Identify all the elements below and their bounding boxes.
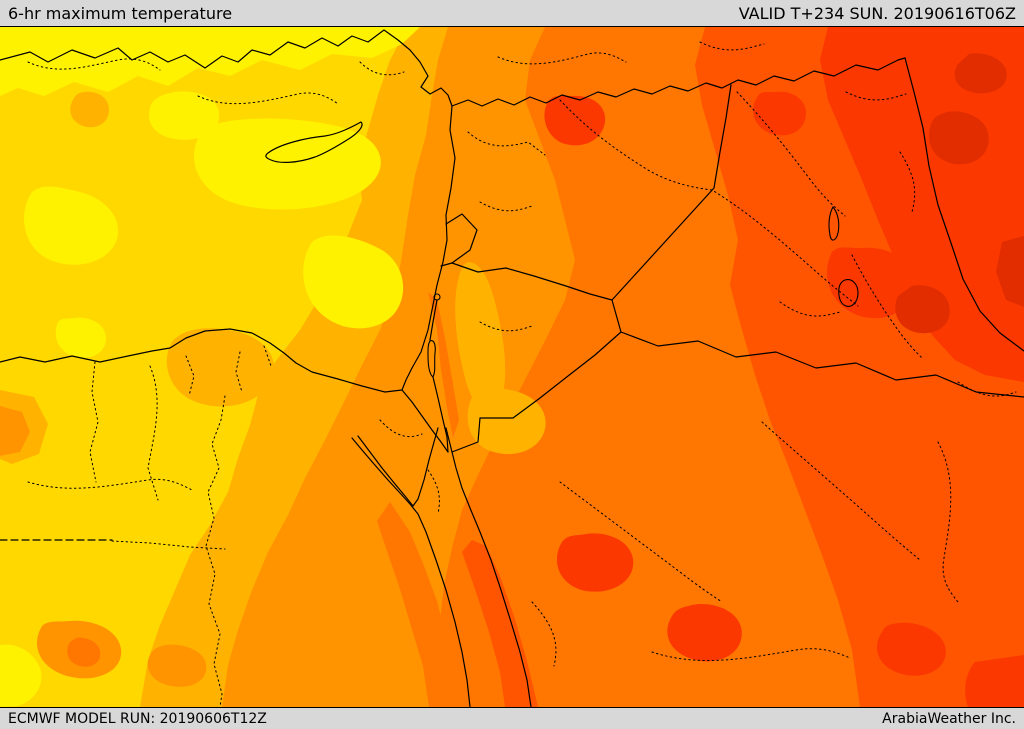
admin-boundary — [197, 92, 339, 105]
map-footer-bar: ECMWF MODEL RUN: 20190606T12Z ArabiaWeat… — [0, 707, 1024, 729]
temp-contour — [149, 91, 220, 140]
temp-contour — [0, 27, 420, 96]
cyprus-island — [265, 121, 363, 163]
turkey-syria-iraq-border — [451, 57, 906, 107]
provider-label: ArabiaWeather Inc. — [882, 710, 1016, 727]
admin-boundary — [779, 301, 841, 317]
lake-razzaza — [838, 279, 859, 307]
temp-layer-bright-yellow — [0, 27, 420, 707]
temp-contour — [147, 644, 207, 687]
map-title: 6-hr maximum temperature — [8, 3, 233, 23]
tigris-river — [851, 254, 923, 359]
admin-boundary — [899, 151, 916, 213]
temp-contour — [467, 386, 546, 455]
temp-contour — [0, 644, 42, 707]
iraq-saudi-border — [620, 331, 1024, 398]
admin-boundary — [27, 58, 161, 71]
lake-tharthar — [828, 206, 840, 241]
israel-jordan-border-north — [429, 299, 438, 341]
temp-contour — [67, 637, 101, 667]
admin-boundary — [235, 351, 243, 393]
temp-contour — [965, 655, 1024, 707]
admin-boundary — [359, 61, 405, 76]
temp-contour — [70, 91, 109, 128]
admin-boundary — [531, 601, 557, 667]
admin-boundary — [957, 381, 1017, 397]
israel-lebanon-border — [440, 262, 453, 267]
temp-contour — [193, 118, 381, 210]
dead-sea — [427, 340, 436, 378]
admin-boundary — [651, 648, 851, 662]
red-sea-west-coastline — [351, 437, 471, 707]
admin-boundary — [559, 481, 723, 603]
iran-iraq-border — [904, 57, 1024, 352]
admin-boundary — [479, 201, 533, 212]
temp-contour — [556, 533, 634, 592]
temp-contour — [455, 262, 506, 411]
admin-boundary — [263, 345, 272, 367]
admin-boundary — [479, 321, 533, 332]
lebanon-border — [445, 213, 478, 264]
admin-boundary — [761, 421, 921, 561]
weather-map-svg — [0, 27, 1024, 707]
admin-boundary — [379, 419, 423, 438]
admin-boundary — [111, 540, 226, 550]
israel-egypt-border — [401, 389, 449, 453]
temp-contour — [876, 622, 946, 676]
temp-contour — [303, 235, 404, 329]
temperature-map — [0, 27, 1024, 707]
temp-contour — [377, 502, 457, 707]
israel-jordan-border-south — [432, 376, 449, 453]
admin-boundary — [699, 41, 765, 51]
temp-contour — [428, 292, 459, 438]
temp-contour — [0, 406, 30, 456]
tigris-river — [736, 91, 846, 217]
temp-contour — [827, 247, 914, 319]
red-sea-east-coastline — [445, 427, 532, 707]
valid-time-label: VALID T+234 SUN. 20190616T06Z — [738, 3, 1016, 23]
temp-layer-deep-orange-patches — [67, 292, 459, 707]
map-header-bar: 6-hr maximum temperature VALID T+234 SUN… — [0, 0, 1024, 27]
temp-contour — [954, 53, 1007, 94]
temp-contour — [462, 540, 538, 707]
admin-boundary — [147, 365, 159, 501]
temp-layer-dark-red — [895, 53, 1024, 334]
admin-boundary — [937, 441, 959, 603]
coastlines — [0, 29, 532, 707]
temp-contour — [55, 317, 107, 358]
temp-contour — [24, 186, 119, 265]
sea-of-galilee — [433, 293, 441, 301]
temp-layer-red-orange-patches — [462, 540, 538, 707]
syria-iraq-border — [611, 84, 732, 301]
lakes — [427, 206, 859, 378]
country-borders — [0, 57, 1024, 541]
mediterranean-coastline — [0, 29, 456, 393]
admin-boundary — [845, 91, 907, 101]
admin-boundary — [427, 469, 440, 515]
admin-boundary — [89, 361, 99, 483]
jordan-iraq-border — [611, 299, 622, 333]
model-run-label: ECMWF MODEL RUN: 20190606T12Z — [8, 710, 267, 727]
temp-contour — [166, 328, 275, 407]
temp-contour — [895, 285, 950, 334]
temp-contour — [996, 236, 1024, 307]
temp-contour — [544, 95, 606, 146]
temp-contour — [667, 603, 742, 662]
jordan-saudi-border — [451, 331, 622, 453]
syria-jordan-border — [451, 262, 613, 301]
temp-contour — [928, 111, 989, 165]
admin-boundary — [497, 52, 627, 65]
sinai-coastline — [357, 427, 439, 507]
